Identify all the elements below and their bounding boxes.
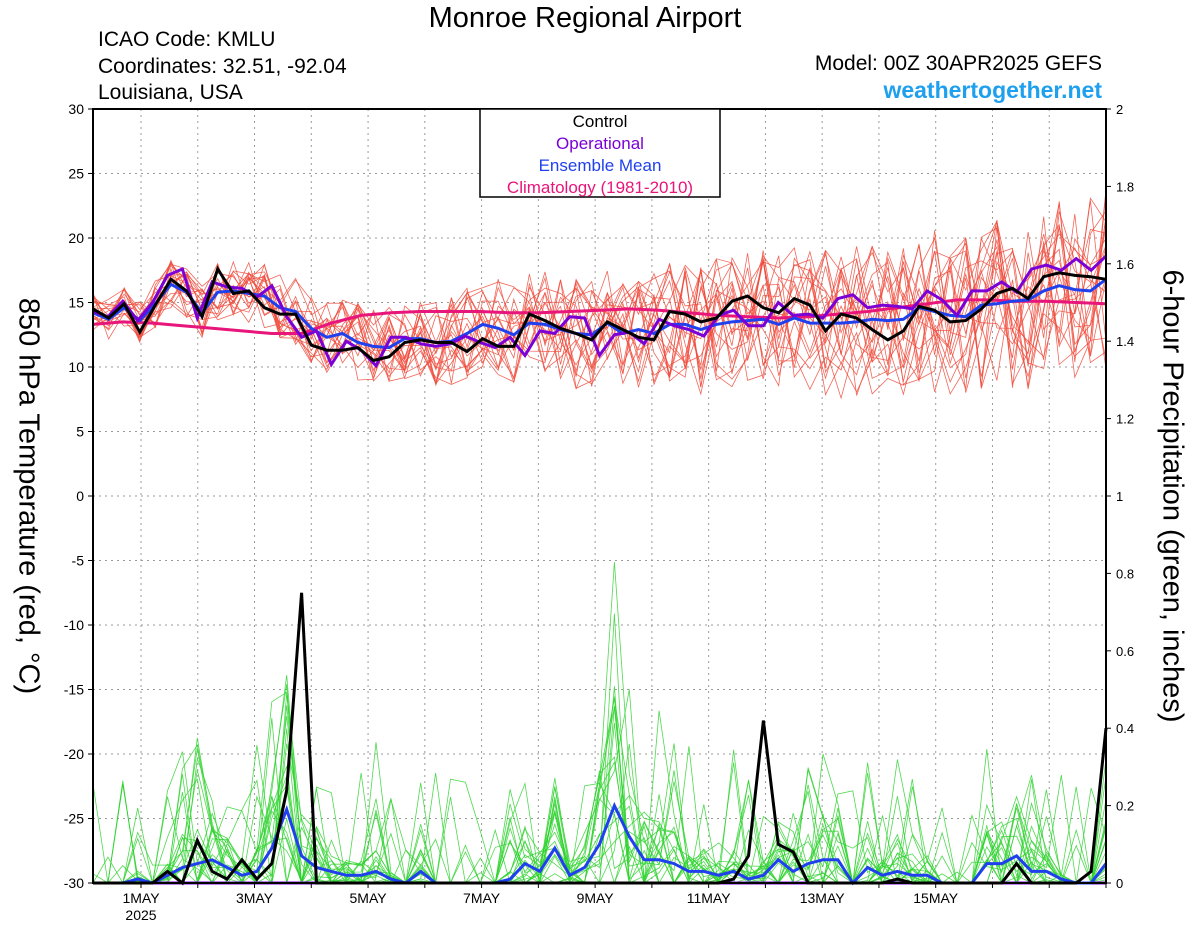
x-tick-label: 3MAY <box>236 890 274 906</box>
temp-control-line <box>92 265 1107 363</box>
temp-member-line <box>92 223 1107 388</box>
y-left-tick-label: -30 <box>64 875 84 891</box>
temp-member-line <box>92 216 1107 387</box>
x-tick-label: 9MAY <box>577 890 615 906</box>
y-left-tick-label: 0 <box>76 488 84 504</box>
y-right-tick-label: 1.6 <box>1116 257 1134 272</box>
y-left-tick-label: 30 <box>68 101 84 117</box>
temp-member-line <box>92 203 1107 386</box>
y-right-tick-label: 1 <box>1116 489 1123 504</box>
temp-operational-line <box>92 255 1108 369</box>
x-tick-label: 11MAY <box>687 890 731 906</box>
temp-member-line <box>92 227 1107 389</box>
y-right-tick-label: 0 <box>1116 876 1123 891</box>
y-right-tick-label: 0.2 <box>1116 799 1134 814</box>
x-tick-label: 5MAY <box>350 890 388 906</box>
legend-entry: Ensemble Mean <box>539 156 662 175</box>
temp-climatology-line <box>92 298 1107 335</box>
y-right-tick-label: 1.4 <box>1116 334 1134 349</box>
precip-ensemble-mean-line <box>93 801 1108 886</box>
y-left-tick-label: 5 <box>76 424 84 440</box>
y-left-tick-label: 20 <box>68 230 84 246</box>
legend-entry: Operational <box>556 134 644 153</box>
temp-member-line <box>92 216 1107 389</box>
temp-member-line <box>92 234 1107 387</box>
temp-member-line <box>92 246 1107 393</box>
legend-box <box>479 108 721 198</box>
y-left-tick-label: -5 <box>72 553 85 569</box>
legend-entry: Climatology (1981-2010) <box>507 178 693 197</box>
model-run: Model: 00Z 30APR2025 GEFS <box>814 52 1102 75</box>
y-left-tick-label: 10 <box>68 359 84 375</box>
y-right-tick-label: 0.4 <box>1116 721 1134 736</box>
y-left-tick-label: -10 <box>64 617 84 633</box>
y-right-tick-label: 1.8 <box>1116 179 1134 194</box>
icao-code: ICAO Code: KMLU <box>98 28 276 51</box>
y-left-tick-label: 15 <box>68 295 84 311</box>
y-left-tick-label: -20 <box>64 746 84 762</box>
precip-member-line <box>93 710 1107 884</box>
chart-title: Monroe Regional Airport <box>428 2 742 34</box>
site-link[interactable]: weathertogether.net <box>883 77 1102 103</box>
x-tick-label: 15MAY <box>913 890 959 906</box>
precip-member-line <box>93 758 1107 885</box>
coordinates: Coordinates: 32.51, -92.04 <box>98 55 347 78</box>
y-right-tick-label: 1.2 <box>1116 412 1134 427</box>
y-right-tick-label: 2 <box>1116 102 1123 117</box>
temp-member-line <box>92 237 1107 396</box>
y-right-tick-label: 0.6 <box>1116 644 1134 659</box>
y-left-tick-label: -15 <box>64 682 84 698</box>
y-right-tick-label: 0.8 <box>1116 566 1134 581</box>
x-tick-label: 1MAY <box>122 890 160 906</box>
y-left-tick-label: 25 <box>68 166 84 182</box>
x-year-label: 2025 <box>125 907 156 923</box>
region: Louisiana, USA <box>98 81 243 104</box>
x-tick-label: 13MAY <box>800 890 846 906</box>
y-left-tick-label: -25 <box>64 811 84 827</box>
temp-member-line <box>92 225 1107 388</box>
x-tick-label: 7MAY <box>463 890 501 906</box>
precip-member-line <box>93 693 1107 884</box>
legend-entry: Control <box>573 112 628 131</box>
